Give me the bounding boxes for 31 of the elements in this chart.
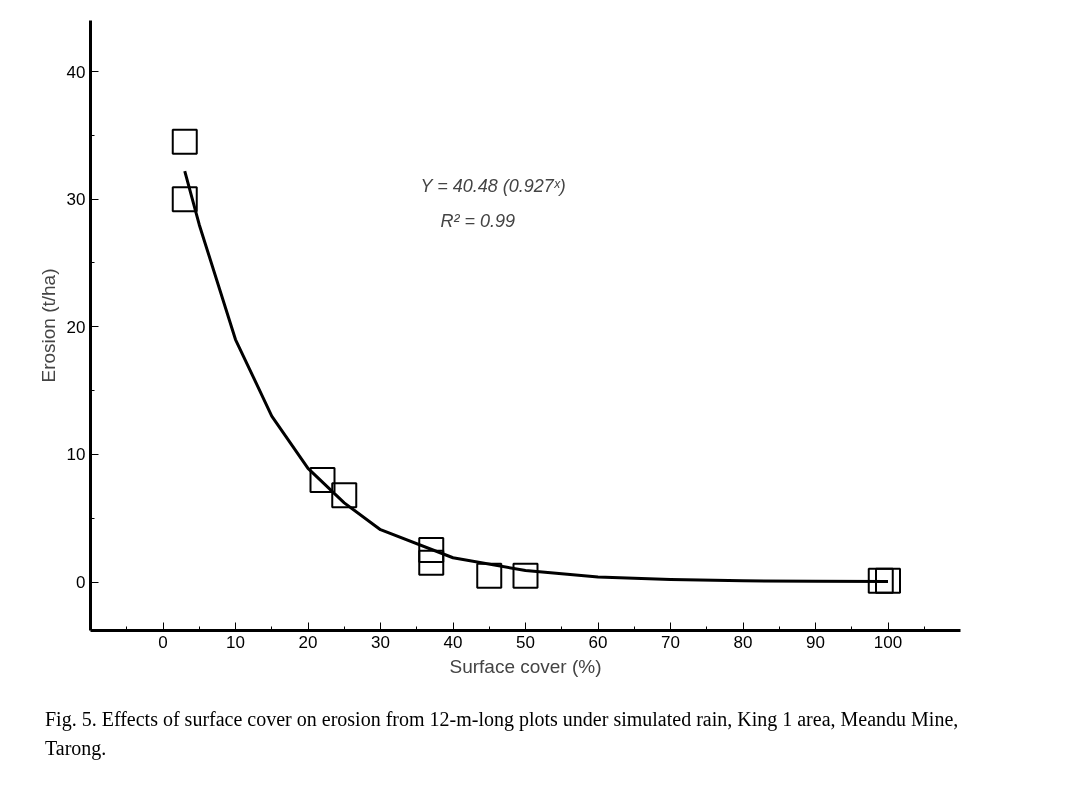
point bbox=[309, 466, 336, 493]
x-tick-label: 90 bbox=[806, 632, 825, 652]
x-tick-label: 30 bbox=[371, 632, 390, 652]
x-tick-label: 70 bbox=[661, 632, 680, 652]
x-tick-label: 40 bbox=[443, 632, 463, 652]
caption: Fig. 5. Effects of surface cover on erosion from 12-m-long plots under simulated rain, King 1 area, Meandu Mine, Tarong. bbox=[45, 707, 960, 762]
point bbox=[171, 128, 198, 155]
x-tick-label: 10 bbox=[226, 632, 245, 652]
y-tick-label: 20 bbox=[66, 317, 86, 337]
point bbox=[418, 549, 445, 576]
point bbox=[171, 186, 198, 213]
point bbox=[331, 482, 358, 509]
y-axis-title: Erosion (t/ha) bbox=[37, 268, 59, 383]
point bbox=[418, 537, 445, 564]
x-axis-title: Surface cover (%) bbox=[449, 655, 602, 677]
x-tick-label: 0 bbox=[158, 632, 168, 652]
annotation: R² = 0.99 bbox=[440, 210, 516, 231]
y-tick-label: 0 bbox=[76, 573, 86, 593]
y-tick-label: 40 bbox=[66, 62, 86, 82]
point bbox=[476, 562, 503, 589]
point bbox=[875, 567, 901, 594]
point bbox=[867, 567, 894, 594]
y-tick-label: 30 bbox=[66, 190, 86, 210]
x-tick-label: 100 bbox=[873, 632, 903, 652]
y-tick-label: 10 bbox=[66, 445, 86, 465]
x-tick-label: 20 bbox=[298, 632, 318, 652]
annotation: Y = 40.48 (0.927ˣ) bbox=[420, 175, 566, 196]
x-tick-label: 60 bbox=[588, 632, 608, 652]
x-tick-label: 50 bbox=[516, 632, 535, 652]
x-tick-label: 80 bbox=[733, 632, 753, 652]
point bbox=[512, 562, 539, 589]
